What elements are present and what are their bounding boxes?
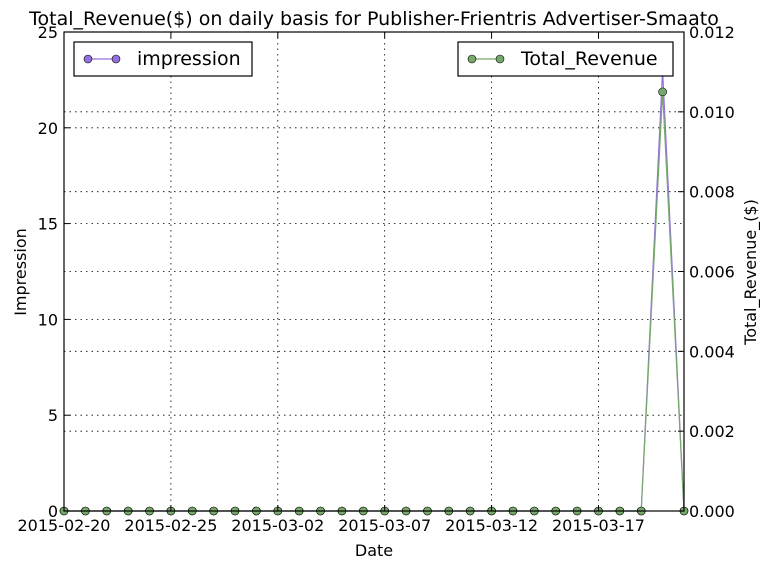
x-tick-label: 2015-03-17 bbox=[552, 516, 645, 535]
series-layer bbox=[59, 66, 689, 516]
legend-impression-marker bbox=[111, 54, 121, 64]
legend-impression-label: impression bbox=[137, 48, 241, 70]
series-line-total-revenue bbox=[64, 91, 685, 512]
right-axis-label: Total_Revenue_($) bbox=[741, 199, 761, 346]
left-axis-ticks: 0 5 10 15 20 25 bbox=[38, 23, 70, 521]
right-axis-ticks: 0.000 0.002 0.004 0.006 0.008 0.010 0.012 bbox=[678, 23, 735, 521]
left-tick-label: 20 bbox=[38, 119, 58, 138]
legend-total-revenue: Total_Revenue bbox=[457, 41, 674, 77]
x-tick-label: 2015-03-02 bbox=[231, 516, 324, 535]
plot-frame bbox=[63, 31, 685, 512]
x-axis-label: Date bbox=[355, 541, 393, 560]
right-tick-label: 0.000 bbox=[689, 502, 735, 521]
chart-title: Total_Revenue($) on daily basis for Publ… bbox=[28, 8, 719, 30]
legend-impression-box bbox=[73, 41, 253, 77]
right-tick-label: 0.010 bbox=[689, 103, 735, 122]
legend-total-revenue-marker bbox=[495, 54, 505, 64]
legend-total-revenue-marker bbox=[467, 54, 477, 64]
left-tick-label: 5 bbox=[48, 406, 58, 425]
right-tick-label: 0.002 bbox=[689, 422, 735, 441]
x-axis-ticks: 2015-02-20 2015-02-25 2015-03-02 2015-03-07… bbox=[18, 32, 645, 535]
x-tick-label: 2015-03-12 bbox=[445, 516, 538, 535]
series-line-impression bbox=[64, 70, 685, 512]
right-tick-label: 0.008 bbox=[689, 183, 735, 202]
x-tick-label: 2015-03-07 bbox=[338, 516, 431, 535]
right-tick-label: 0.006 bbox=[689, 263, 735, 282]
left-tick-label: 25 bbox=[38, 23, 58, 42]
right-tick-label: 0.004 bbox=[689, 342, 735, 361]
x-tick-label: 2015-02-20 bbox=[18, 516, 111, 535]
left-tick-label: 10 bbox=[38, 310, 58, 329]
left-axis-label: Impression bbox=[11, 228, 30, 316]
legend-impression-marker bbox=[83, 54, 93, 64]
right-tick-label: 0.012 bbox=[689, 23, 735, 42]
grid bbox=[64, 32, 684, 511]
x-tick-label: 2015-02-25 bbox=[124, 516, 217, 535]
data-point-total-revenue bbox=[658, 87, 667, 97]
legend-total-revenue-label: Total_Revenue bbox=[520, 48, 658, 70]
left-tick-label: 0 bbox=[48, 502, 58, 521]
left-tick-label: 15 bbox=[38, 215, 58, 234]
legend-impression: impression bbox=[73, 41, 253, 77]
